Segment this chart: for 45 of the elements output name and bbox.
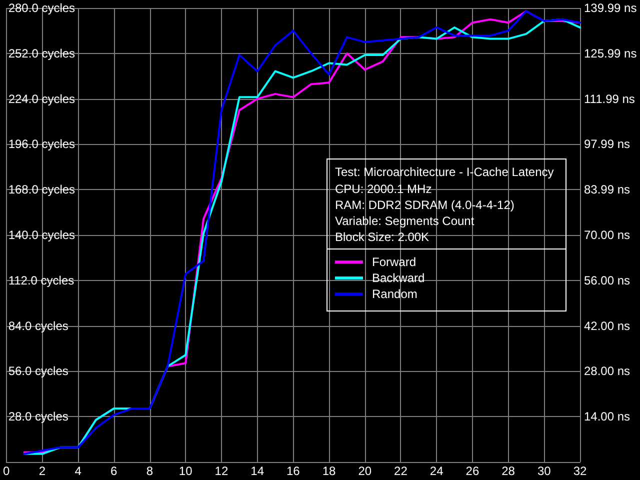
text: Test: Microarchitecture - I-Cache Latency: [335, 165, 554, 179]
x-tick-label: 2: [38, 464, 46, 478]
x-tick-label: 26: [466, 464, 480, 478]
annotation: Block Size: 2.00K: [335, 230, 430, 244]
annotation: CPU: 2000.1 MHz: [335, 182, 432, 196]
y-tick-label: 28.0 cycles: [8, 410, 68, 424]
y2-tick-label: 42.00 ns: [584, 318, 630, 333]
y-tick-label: 196.0 cycles: [8, 137, 76, 152]
x-tick-label: 8: [146, 464, 154, 478]
y2-tick-label: 139.99 ns: [584, 1, 637, 15]
x-tick-label: 10: [178, 464, 193, 478]
y-tick-label: 252.0 cycles: [8, 46, 76, 60]
y2-tick-label: 56.00 ns: [584, 273, 630, 288]
x-tick-label: 6: [110, 464, 118, 478]
y-tick-label: 140.0 cycles: [8, 228, 76, 242]
x-tick-label: 20: [358, 464, 372, 478]
annotation: RAM: DDR2 SDRAM (4.0-4-4-12): [335, 198, 514, 212]
x-tick-label: 12: [214, 464, 228, 478]
y2-tick-label: 70.00 ns: [584, 228, 630, 242]
y-tick-label: 224.0 cycles: [8, 92, 76, 106]
x-tick-label: 14: [250, 464, 264, 478]
x-tick-label: 24: [430, 464, 444, 478]
y2-tick-label: 111.99 ns: [584, 92, 635, 106]
y-tick-label: 84.0 cycles: [8, 318, 68, 333]
y2-tick-label: 14.00 ns: [584, 410, 630, 424]
x-tick-label: 18: [322, 464, 336, 478]
legend-label: Backward: [372, 271, 425, 285]
x-tick-label: 30: [537, 464, 552, 478]
legend-label: Forward: [372, 255, 416, 269]
y2-tick-label: 28.00 ns: [584, 364, 630, 378]
y-tick-label: 56.0 cycles: [8, 364, 68, 378]
x-tick-label: 16: [286, 464, 300, 478]
x-tick-label: 4: [74, 464, 82, 478]
y2-tick-label: 97.99 ns: [584, 137, 630, 152]
x-tick-label: 28: [502, 464, 516, 478]
annotation: Variable: Segments Count: [335, 214, 475, 228]
y-tick-label: 280.0 cycles: [8, 1, 76, 15]
x-tick-label: 32: [573, 464, 587, 478]
y-tick-label: 168.0 cycles: [8, 182, 76, 197]
legend-label: Random: [372, 287, 418, 301]
x-tick-label: 0: [2, 464, 10, 478]
y-tick-label: 112.0 cycles: [8, 273, 74, 288]
y2-tick-label: 83.99 ns: [584, 182, 630, 197]
y2-tick-label: 125.99 ns: [584, 46, 637, 60]
x-tick-label: 22: [394, 464, 408, 478]
